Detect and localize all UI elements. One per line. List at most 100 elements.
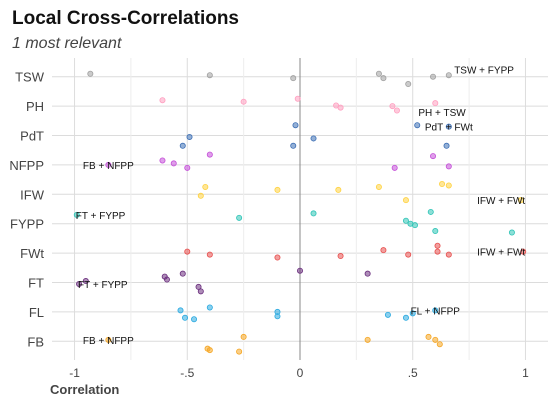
x-axis-label: Correlation xyxy=(50,382,120,397)
y-tick-label: FT xyxy=(28,276,44,291)
data-point xyxy=(179,270,186,277)
data-point xyxy=(202,183,209,190)
annotation-label: PdT + FWt xyxy=(425,123,473,134)
data-point xyxy=(179,142,186,149)
x-tick-label: 1 xyxy=(522,366,529,380)
data-point xyxy=(274,186,281,193)
data-point xyxy=(186,133,193,140)
data-point xyxy=(206,251,213,258)
data-point xyxy=(197,192,204,199)
data-point xyxy=(105,336,112,343)
data-point xyxy=(310,210,317,217)
data-point xyxy=(425,333,432,340)
data-point xyxy=(73,211,80,218)
data-point xyxy=(414,122,421,129)
y-tick-label: TSW xyxy=(15,70,45,85)
data-point xyxy=(402,314,409,321)
data-point xyxy=(427,208,434,215)
data-point xyxy=(191,316,198,323)
annotation-label: IFW + FWt xyxy=(477,248,525,259)
data-point xyxy=(517,197,524,204)
data-point xyxy=(337,104,344,111)
data-point xyxy=(432,336,439,343)
chart-subtitle: 1 most relevant xyxy=(12,35,122,52)
data-point xyxy=(236,348,243,355)
y-tick-label: FYPP xyxy=(10,217,44,232)
x-tick-label: -.5 xyxy=(180,366,194,380)
data-point xyxy=(240,333,247,340)
data-point xyxy=(380,75,387,82)
data-point xyxy=(159,157,166,164)
data-point xyxy=(443,142,450,149)
annotation-label: FB + NFPP xyxy=(83,161,134,172)
y-tick-label: PdT xyxy=(20,129,44,144)
data-point xyxy=(335,186,342,193)
annotation-label: PH + TSW xyxy=(418,108,466,119)
data-point xyxy=(405,251,412,258)
data-point xyxy=(177,307,184,314)
x-tick-label: 0 xyxy=(297,366,304,380)
y-tick-label: PH xyxy=(26,99,44,114)
data-point xyxy=(409,310,416,317)
annotation-label: IFW + FWt xyxy=(477,196,525,207)
data-point xyxy=(292,122,299,129)
data-point xyxy=(236,214,243,221)
data-point xyxy=(206,151,213,158)
data-point xyxy=(274,254,281,261)
data-point xyxy=(391,164,398,171)
x-tick-label: -1 xyxy=(69,366,80,380)
data-point xyxy=(434,248,441,255)
data-point xyxy=(445,251,452,258)
data-point xyxy=(389,103,396,110)
data-point xyxy=(439,181,446,188)
y-tick-label: FL xyxy=(29,305,44,320)
data-point xyxy=(182,314,189,321)
data-point xyxy=(240,98,247,105)
data-point xyxy=(430,73,437,80)
data-point xyxy=(163,276,170,283)
data-point xyxy=(445,182,452,189)
data-point xyxy=(310,135,317,142)
data-point xyxy=(520,248,527,255)
data-point xyxy=(393,107,400,114)
data-point xyxy=(364,336,371,343)
data-point xyxy=(445,123,452,130)
data-point xyxy=(380,247,387,254)
y-tick-label: FWt xyxy=(20,246,44,261)
y-tick-label: IFW xyxy=(20,187,45,202)
data-point xyxy=(337,253,344,260)
data-point xyxy=(206,347,213,354)
data-point xyxy=(294,95,301,102)
data-point xyxy=(508,229,515,236)
data-point xyxy=(432,100,439,107)
annotation-label: TSW + FYPP xyxy=(454,65,514,76)
annotation-label: FB + NFPP xyxy=(83,336,134,347)
data-point xyxy=(384,311,391,318)
data-point xyxy=(184,164,191,171)
data-point xyxy=(402,217,409,224)
y-tick-label: FB xyxy=(27,334,44,349)
data-point xyxy=(159,97,166,104)
y-tick-label: NFPP xyxy=(9,158,44,173)
data-point xyxy=(206,72,213,79)
data-point xyxy=(274,313,281,320)
chart-title: Local Cross-Correlations xyxy=(12,8,239,29)
data-point xyxy=(375,70,382,77)
data-point xyxy=(436,341,443,348)
data-point xyxy=(76,280,83,287)
data-point xyxy=(206,304,213,311)
data-point xyxy=(290,75,297,82)
data-point xyxy=(82,278,89,285)
x-tick-label: .5 xyxy=(408,366,418,380)
data-point xyxy=(290,142,297,149)
data-point xyxy=(432,228,439,235)
annotation-label: FT + FYPP xyxy=(76,211,126,222)
data-point xyxy=(197,288,204,295)
data-point xyxy=(402,197,409,204)
annotation-label: FT + FYPP xyxy=(78,280,128,291)
data-point xyxy=(296,267,303,274)
data-point xyxy=(184,248,191,255)
data-point xyxy=(105,161,112,168)
data-point xyxy=(375,183,382,190)
